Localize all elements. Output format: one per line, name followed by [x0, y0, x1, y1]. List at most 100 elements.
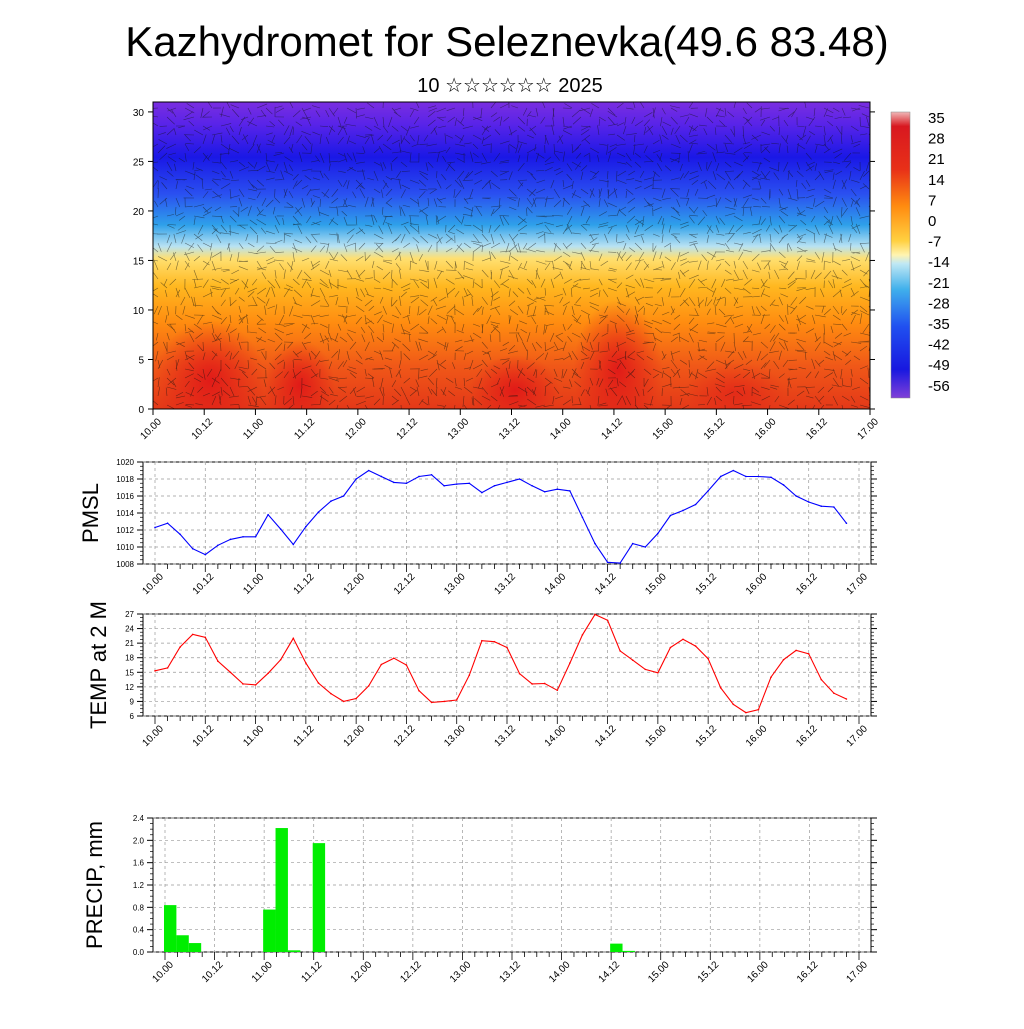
temperature-line-point [204, 637, 206, 639]
temperature-line-point [544, 683, 546, 685]
pmsl-line-point [846, 522, 848, 524]
pmsl-line-point [607, 562, 609, 564]
y-tick-label: 10 [133, 306, 145, 317]
x-tick-label: 13.12 [492, 571, 518, 597]
x-tick-label: 10.00 [138, 416, 164, 442]
temperature-line-point [456, 699, 458, 701]
x-tick-label: 15.12 [702, 416, 728, 442]
precip-bar [263, 910, 275, 952]
temperature-line-point [154, 670, 156, 672]
pmsl-line-point [305, 526, 307, 528]
pmsl-line-point [707, 490, 709, 492]
x-tick-label: 15.00 [651, 416, 677, 442]
precip-bar [189, 943, 201, 952]
temperature-line-point [632, 659, 634, 661]
x-tick-label: 17.00 [844, 571, 870, 597]
pmsl-line-point [732, 470, 734, 472]
pmsl-line-point [179, 533, 181, 535]
temperature-line-point [644, 669, 646, 671]
pmsl-line-point [682, 510, 684, 512]
y-axis-title: TEMP at 2 M [86, 601, 111, 729]
pmsl-line-point [217, 545, 219, 547]
temperature-line-point [569, 662, 571, 664]
temperature-line-point [707, 658, 709, 660]
x-tick-label: 11.00 [241, 723, 266, 748]
y-tick-label: 30 [133, 108, 145, 119]
pmsl-line-point [556, 488, 558, 490]
pmsl-line-point [230, 539, 232, 541]
temperature-line-point [380, 664, 382, 666]
x-tick-label: 14.12 [597, 959, 623, 985]
y-tick-label: 15 [133, 256, 145, 267]
y-tick-label: 27 [125, 610, 134, 619]
temperature-line-point [682, 638, 684, 640]
temperature-line-point [393, 657, 395, 659]
y-tick-label: 18 [125, 654, 134, 663]
x-tick-label: 17.00 [855, 416, 881, 442]
x-tick-label: 16.00 [753, 416, 779, 442]
x-tick-label: 16.00 [745, 959, 771, 985]
y-tick-label: 0.8 [133, 903, 145, 912]
temperature-line-point [431, 702, 433, 704]
y-axis-title: PRECIP, mm [82, 821, 107, 949]
temperature-line-point [267, 672, 269, 674]
x-tick-label: 17.00 [844, 959, 870, 985]
pmsl-line-point [783, 484, 785, 486]
pmsl-line-point [292, 544, 294, 546]
x-tick-label: 15.00 [643, 571, 669, 597]
y-tick-label: 2.0 [133, 836, 145, 845]
temperature-line-point [230, 671, 232, 673]
pmsl-line-point [280, 528, 282, 530]
x-tick-label: 14.00 [543, 723, 569, 749]
colorbar-label: 7 [928, 192, 936, 209]
y-tick-label: 1016 [116, 492, 134, 501]
temperature-line-point [758, 709, 760, 711]
temperature-line-point [820, 679, 822, 681]
y-tick-label: 1008 [116, 560, 134, 569]
pmsl-line-point [695, 504, 697, 506]
y-tick-label: 0.4 [133, 926, 145, 935]
temperature-line-point [494, 641, 496, 643]
x-tick-label: 10.12 [190, 416, 216, 442]
temperature-line-point [795, 650, 797, 652]
precip-bar [288, 950, 300, 952]
x-tick-label: 10.00 [140, 571, 166, 597]
pmsl-line-point [544, 491, 546, 493]
x-tick-label: 11.00 [241, 416, 266, 441]
pmsl-line-point [431, 474, 433, 476]
colorbar-label: 35 [928, 110, 945, 127]
x-tick-label: 13.12 [497, 959, 523, 985]
x-tick-label: 12.12 [392, 571, 418, 597]
pmsl-line-point [758, 476, 760, 478]
pmsl-line-point [808, 501, 810, 503]
x-tick-label: 16.12 [794, 571, 820, 597]
temperature-line-point [481, 640, 483, 642]
colorbar-ramp [891, 112, 910, 398]
x-tick-label: 13.12 [492, 723, 518, 749]
pmsl-line-point [569, 490, 571, 492]
colorbar-label: -42 [928, 337, 950, 354]
y-tick-label: 20 [133, 207, 145, 218]
pmsl-line-point [519, 478, 521, 480]
page-title: Kazhydromet for Seleznevka(49.6 83.48) [125, 18, 888, 65]
x-tick-label: 12.00 [342, 723, 368, 749]
x-tick-label: 11.12 [299, 959, 324, 984]
temperature-line-point [179, 646, 181, 648]
x-tick-label: 16.00 [744, 723, 770, 749]
pmsl-line-point [154, 527, 156, 529]
pmsl-line-point [192, 548, 194, 550]
x-tick-label: 14.00 [548, 416, 574, 442]
warm-core [265, 340, 335, 430]
x-tick-label: 12.00 [343, 416, 369, 442]
pmsl-line-point [204, 554, 206, 556]
temperature-line-point [531, 683, 533, 685]
temperature-line-point [619, 650, 621, 652]
x-tick-label: 14.12 [593, 723, 619, 749]
pmsl-line-point [481, 492, 483, 494]
temperature-line-point [506, 647, 508, 649]
pmsl-line-point [242, 536, 244, 538]
y-tick-label: 0.0 [133, 948, 145, 957]
